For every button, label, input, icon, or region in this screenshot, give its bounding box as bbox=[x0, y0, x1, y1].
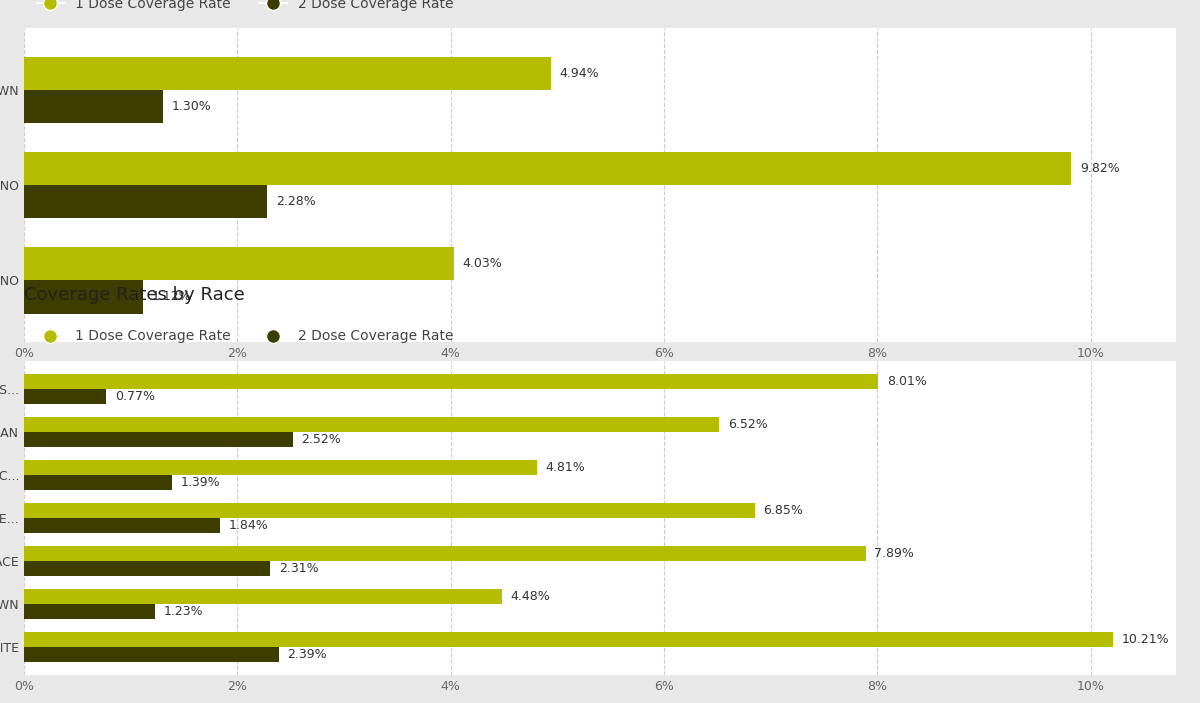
Text: 1.39%: 1.39% bbox=[181, 476, 221, 489]
Text: 6.52%: 6.52% bbox=[728, 418, 768, 431]
Bar bbox=[24, 152, 1072, 185]
Bar bbox=[24, 475, 173, 490]
Bar bbox=[24, 460, 538, 475]
Legend: 1 Dose Coverage Rate, 2 Dose Coverage Rate: 1 Dose Coverage Rate, 2 Dose Coverage Ra… bbox=[31, 0, 458, 16]
Bar bbox=[24, 185, 268, 219]
Bar bbox=[24, 518, 221, 533]
Text: 4.81%: 4.81% bbox=[546, 461, 586, 474]
Bar bbox=[24, 647, 278, 662]
Text: 1.30%: 1.30% bbox=[172, 100, 211, 113]
Text: 9.82%: 9.82% bbox=[1080, 162, 1120, 175]
Text: 1.23%: 1.23% bbox=[163, 605, 203, 618]
Text: Coverage Rates by Race: Coverage Rates by Race bbox=[24, 286, 245, 304]
Text: 2.28%: 2.28% bbox=[276, 195, 316, 208]
Text: 10.21%: 10.21% bbox=[1122, 633, 1169, 646]
Bar bbox=[24, 604, 155, 619]
Bar bbox=[24, 374, 878, 389]
Text: 0.77%: 0.77% bbox=[115, 390, 155, 403]
Bar bbox=[24, 432, 293, 447]
Text: 6.85%: 6.85% bbox=[763, 504, 803, 517]
Bar bbox=[24, 389, 106, 404]
Text: 4.94%: 4.94% bbox=[559, 67, 599, 80]
Text: 7.89%: 7.89% bbox=[874, 547, 914, 560]
Text: 2.52%: 2.52% bbox=[301, 433, 341, 446]
Text: 1.84%: 1.84% bbox=[229, 519, 269, 532]
Text: 2.31%: 2.31% bbox=[278, 562, 318, 575]
Bar bbox=[24, 546, 865, 561]
Bar bbox=[24, 503, 755, 518]
Bar bbox=[24, 632, 1114, 647]
Text: 4.48%: 4.48% bbox=[510, 590, 550, 603]
Bar bbox=[24, 57, 551, 90]
Bar bbox=[24, 280, 144, 314]
Legend: 1 Dose Coverage Rate, 2 Dose Coverage Rate: 1 Dose Coverage Rate, 2 Dose Coverage Ra… bbox=[31, 324, 458, 349]
Text: 2.39%: 2.39% bbox=[288, 648, 328, 661]
Bar bbox=[24, 417, 720, 432]
Bar bbox=[24, 90, 163, 123]
Text: 4.03%: 4.03% bbox=[462, 257, 502, 270]
Text: 1.12%: 1.12% bbox=[152, 290, 192, 304]
Bar bbox=[24, 247, 454, 280]
Bar bbox=[24, 589, 502, 604]
Bar bbox=[24, 561, 270, 576]
Text: 8.01%: 8.01% bbox=[887, 375, 926, 388]
